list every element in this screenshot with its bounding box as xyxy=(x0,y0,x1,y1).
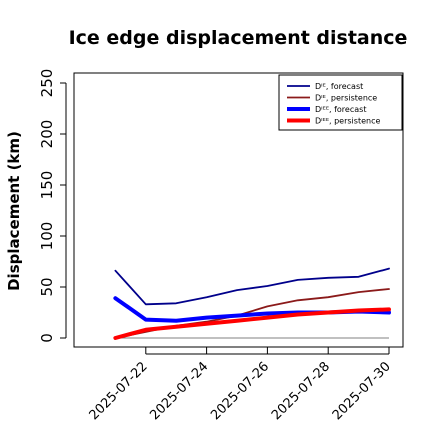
y-tick-label: 150 xyxy=(38,171,56,200)
series-layer xyxy=(113,267,391,340)
legend: Dᴵᴱ, forecast Dᴵᴱ, persistence Dᴵᴱᴱ, forec… xyxy=(278,74,403,131)
y-axis: 0 50 100 150 200 250 xyxy=(38,69,67,343)
x-axis: 2025-07-222025-07-242025-07-262025-07-28… xyxy=(87,347,394,423)
x-tick-label: 2025-07-28 xyxy=(269,359,333,423)
series-line xyxy=(113,307,391,340)
legend-label: Dᴵᴱᴱ, persistence xyxy=(315,117,380,126)
x-tick-label: 2025-07-30 xyxy=(330,359,394,423)
x-tick-label: 2025-07-26 xyxy=(208,359,272,423)
chart-title: Ice edge displacement distance xyxy=(69,27,408,49)
legend-label: Dᴵᴱᴱ, forecast xyxy=(315,105,366,114)
y-tick-label: 200 xyxy=(38,120,56,149)
series-line xyxy=(114,267,390,306)
legend-label: Dᴵᴱ, persistence xyxy=(315,94,377,103)
x-tick-label: 2025-07-22 xyxy=(87,359,151,423)
y-tick-label: 100 xyxy=(38,222,56,251)
y-tick-label: 250 xyxy=(38,69,56,98)
y-tick-label: 0 xyxy=(38,333,56,343)
legend-label: Dᴵᴱ, forecast xyxy=(315,82,363,91)
plot-frame xyxy=(73,72,404,348)
y-axis-label: Displacement (km) xyxy=(5,131,23,291)
x-tick-label: 2025-07-24 xyxy=(147,359,211,423)
y-tick-label: 50 xyxy=(38,277,56,296)
